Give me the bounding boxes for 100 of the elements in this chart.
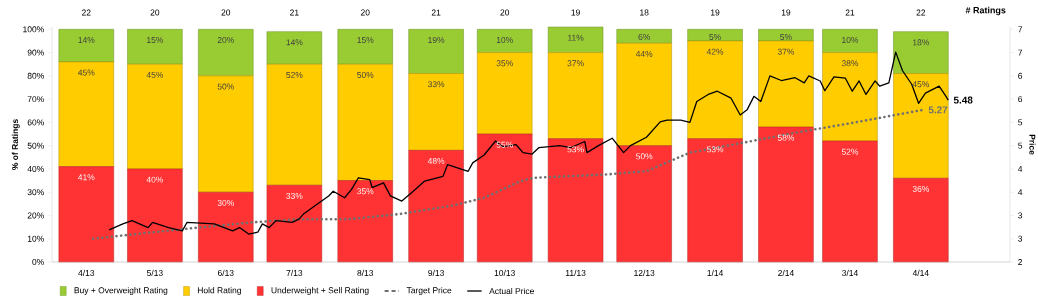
bar bbox=[266, 31, 323, 65]
bar bbox=[58, 29, 114, 63]
data-label: 42% bbox=[706, 48, 724, 55]
y2-tick-label: 5 bbox=[1018, 119, 1023, 126]
y-tick-label: 50% bbox=[27, 142, 44, 149]
data-label: 5% bbox=[709, 34, 721, 40]
annotation: 21 bbox=[845, 9, 855, 16]
bar bbox=[337, 180, 393, 263]
y2-tick-label: 7 bbox=[1018, 26, 1023, 33]
x-tick-label: 9/13 bbox=[428, 269, 444, 276]
data-label: 44% bbox=[635, 50, 653, 57]
annotation: 18 bbox=[640, 9, 649, 16]
y2-tick-label: 7 bbox=[1018, 49, 1023, 56]
annotation: 20 bbox=[360, 9, 370, 16]
annotation: 20 bbox=[221, 9, 231, 16]
data-label: 52% bbox=[841, 148, 859, 155]
bar bbox=[547, 26, 604, 53]
bar bbox=[616, 43, 672, 146]
data-label: 45% bbox=[912, 81, 930, 88]
bar bbox=[687, 40, 743, 139]
data-label: 11% bbox=[568, 34, 584, 41]
data-label: 35% bbox=[357, 188, 374, 195]
data-label: 15% bbox=[357, 37, 374, 43]
data-label: 50% bbox=[636, 153, 653, 160]
bar bbox=[477, 133, 533, 263]
data-label: 14% bbox=[286, 39, 303, 46]
data-label: 36% bbox=[912, 185, 930, 192]
y-tick-label: 20% bbox=[27, 212, 44, 219]
annotation: 19 bbox=[781, 9, 791, 16]
data-label: 37% bbox=[777, 48, 795, 55]
data-label: 5.48 bbox=[953, 96, 973, 104]
data-label: 50% bbox=[217, 83, 234, 90]
legend-label: Actual Price bbox=[489, 287, 534, 295]
bar bbox=[58, 61, 114, 167]
x-tick-label: 6/13 bbox=[217, 269, 234, 276]
bar bbox=[266, 184, 323, 263]
y2-tick-label: 3 bbox=[1018, 212, 1023, 219]
legend-label: Buy + Overweight Rating bbox=[74, 287, 168, 295]
x-tick-label: 7/13 bbox=[286, 269, 303, 276]
x-tick-label: 11/13 bbox=[565, 269, 586, 276]
y-tick-label: 80% bbox=[27, 72, 44, 79]
bar bbox=[616, 145, 672, 263]
data-label: 18% bbox=[913, 39, 930, 46]
y-tick-label: 100% bbox=[23, 26, 44, 33]
data-label: 6% bbox=[638, 34, 651, 41]
bar bbox=[337, 29, 393, 65]
annotation: 21 bbox=[290, 9, 299, 16]
y-tick-label: 40% bbox=[27, 165, 44, 172]
bar bbox=[408, 73, 464, 151]
bar bbox=[893, 31, 949, 74]
y2-tick-label: 6 bbox=[1018, 96, 1023, 103]
data-label: 48% bbox=[427, 158, 445, 164]
data-label: 38% bbox=[841, 60, 859, 67]
x-tick-label: 4/13 bbox=[78, 269, 95, 276]
bar bbox=[198, 29, 254, 77]
bar bbox=[127, 29, 183, 65]
bar bbox=[477, 29, 533, 53]
legend-label: Target Price bbox=[406, 287, 452, 295]
data-label: 50% bbox=[357, 71, 374, 78]
annotation: 20 bbox=[500, 9, 510, 16]
y2-tick-label: 6 bbox=[1018, 72, 1023, 79]
y-tick-label: 10% bbox=[27, 235, 44, 242]
bar bbox=[758, 126, 814, 263]
bar bbox=[547, 52, 604, 139]
data-label: 40% bbox=[146, 176, 164, 183]
annotation: 22 bbox=[82, 9, 91, 16]
annotation: 22 bbox=[916, 9, 926, 16]
bar bbox=[408, 150, 464, 263]
x-tick-label: 8/13 bbox=[357, 269, 374, 276]
bar bbox=[198, 75, 254, 193]
data-label: 14% bbox=[78, 37, 95, 43]
y2-tick-label: 2 bbox=[1018, 259, 1023, 265]
annotation: 19 bbox=[710, 9, 720, 16]
annotation: 19 bbox=[571, 9, 580, 16]
x-tick-label: 4/14 bbox=[912, 269, 929, 276]
y-tick-label: 30% bbox=[27, 189, 44, 196]
bar bbox=[58, 166, 114, 263]
bar bbox=[687, 138, 743, 263]
bar bbox=[477, 52, 533, 135]
text: # Ratings bbox=[965, 6, 1006, 16]
bar bbox=[198, 191, 254, 263]
legend-label: Underweight + Sell Rating bbox=[271, 287, 369, 295]
y2-tick-label: 3 bbox=[1018, 235, 1023, 242]
data-label: 10% bbox=[496, 37, 513, 44]
annotation: 21 bbox=[431, 9, 441, 16]
bar bbox=[758, 40, 814, 128]
bar bbox=[408, 29, 464, 74]
data-label: 33% bbox=[286, 192, 303, 199]
x-tick-label: 1/14 bbox=[707, 269, 724, 276]
bar bbox=[822, 140, 878, 263]
x-tick-label: 3/14 bbox=[842, 269, 858, 276]
y-axis-title: % of Ratings bbox=[11, 119, 20, 170]
data-label: 33% bbox=[427, 81, 445, 88]
data-label: 53% bbox=[706, 146, 724, 153]
x-tick-label: 2/14 bbox=[778, 269, 794, 276]
y-tick-label: 70% bbox=[27, 96, 44, 103]
data-label: 35% bbox=[496, 60, 513, 67]
y2-tick-label: 5 bbox=[1018, 142, 1023, 149]
data-label: 58% bbox=[777, 134, 795, 141]
data-label: 41% bbox=[78, 174, 95, 181]
